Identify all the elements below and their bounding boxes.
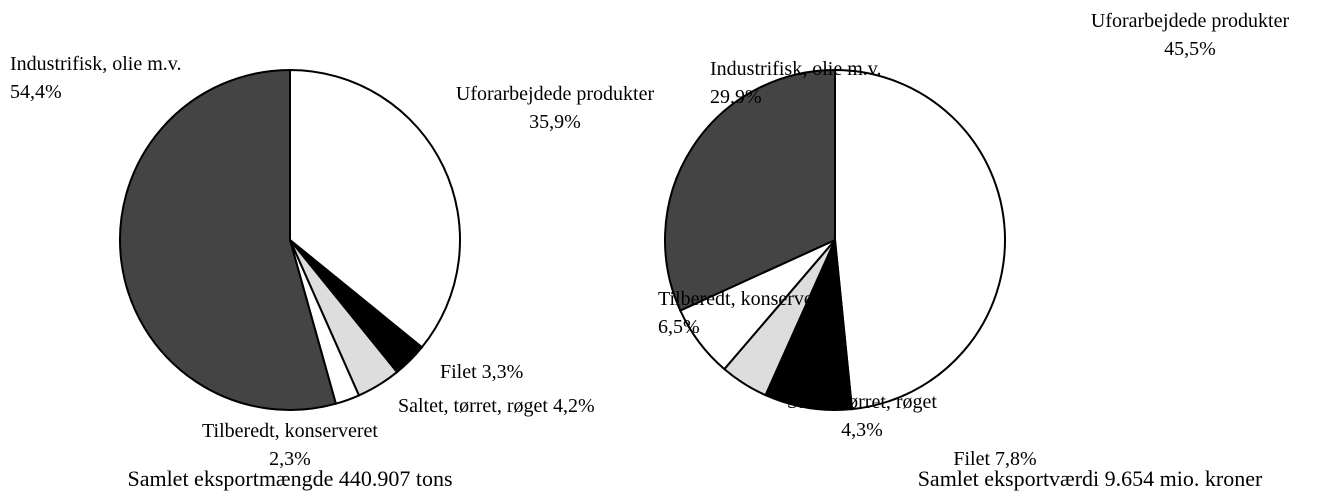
category-name: Filet [953, 448, 990, 470]
slice-label: Uforarbejdede produkter 45,5% [1091, 10, 1290, 60]
value-label: 4,2% [553, 395, 595, 417]
chart-caption: Samlet eksportværdi 9.654 mio. kroner [918, 466, 1263, 491]
slice-label: Uforarbejdede produkter 35,9% [456, 83, 655, 133]
value-label: 3,3% [482, 361, 524, 383]
pie-slice [764, 236, 854, 411]
slice-label: Saltet, tørret, røget 4,3% [787, 391, 937, 441]
pie-slice [289, 68, 461, 349]
category-name: Saltet, tørret, røget [787, 391, 937, 413]
value-label: 7,8% [995, 448, 1037, 470]
category-name: Tilberedt, konserveret [202, 420, 378, 442]
slice-label: Tilberedt, konserveret 6,5% [658, 288, 834, 338]
pie [119, 68, 461, 411]
slice-label: Tilberedt, konserveret 2,3% [202, 420, 378, 470]
slice-label: Industrifisk, olie m.v. 29,9% [710, 58, 881, 108]
value-label: 45,5% [1164, 38, 1216, 60]
category-name: Uforarbejdede produkter [456, 83, 655, 105]
chart-caption: Samlet eksportmængde 440.907 tons [127, 466, 452, 491]
pie [664, 68, 1006, 411]
slice-label: Industrifisk, olie m.v. 54,4% [10, 53, 181, 103]
category-name: Saltet, tørret, røget [398, 395, 548, 417]
pie-slice [664, 68, 836, 312]
value-label: 29,9% [710, 86, 762, 108]
category-name: Filet [440, 361, 477, 383]
value-label: 2,3% [269, 448, 311, 470]
category-name: Tilberedt, konserveret [658, 288, 834, 310]
value-label: 54,4% [10, 81, 62, 103]
slice-label: Filet 3,3% [440, 361, 523, 383]
pie-slice [834, 68, 1006, 411]
category-name: Uforarbejdede produkter [1091, 10, 1290, 32]
pie-slice [119, 68, 338, 411]
value-label: 4,3% [841, 419, 883, 441]
slice-label: Filet 7,8% [953, 448, 1036, 470]
category-name: Industrifisk, olie m.v. [10, 53, 181, 75]
category-name: Industrifisk, olie m.v. [710, 58, 881, 80]
slice-label: Saltet, tørret, røget 4,2% [398, 395, 595, 417]
value-label: 35,9% [529, 111, 581, 133]
value-label: 6,5% [658, 316, 700, 338]
